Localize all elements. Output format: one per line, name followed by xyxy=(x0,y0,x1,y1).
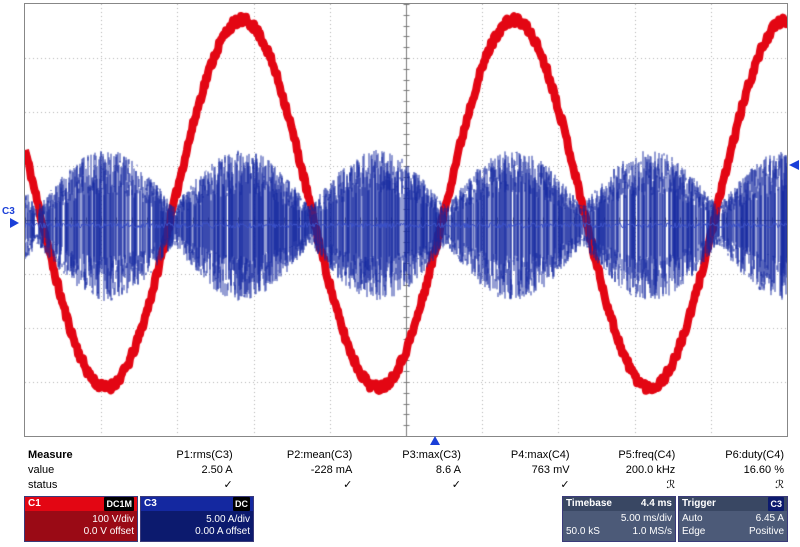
trigger-slope: Positive xyxy=(749,525,784,538)
measurement-panel: Measure P1:rms(C3) P2:mean(C3) P3:max(C3… xyxy=(24,447,788,492)
oscilloscope-plot xyxy=(24,3,788,437)
measure-status-p2: ✓ xyxy=(237,477,357,492)
measure-col-p5: P5:freq(C4) xyxy=(574,447,680,462)
channel3-offset: 0.00 A offset xyxy=(144,526,250,538)
channel3-box[interactable]: C3 DC 5.00 A/div 0.00 A offset xyxy=(140,496,254,542)
measure-col-p3: P3:max(C3) xyxy=(356,447,465,462)
channel3-scale: 5.00 A/div xyxy=(144,514,250,526)
timebase-box[interactable]: Timebase 4.4 ms 5.00 ms/div 50.0 kS 1.0 … xyxy=(562,496,676,542)
channel3-axis-label: C3 xyxy=(2,206,15,217)
measure-col-p2: P2:mean(C3) xyxy=(237,447,357,462)
measure-col-p6: P6:duty(C4) xyxy=(679,447,788,462)
trigger-mode: Auto xyxy=(682,512,703,525)
measure-col-p1: P1:rms(C3) xyxy=(132,447,237,462)
trigger-time-marker xyxy=(430,436,440,445)
measure-heading: Measure xyxy=(28,449,73,461)
timebase-title: Timebase xyxy=(566,497,612,511)
timebase-sample-rate: 1.0 MS/s xyxy=(633,525,672,538)
timebase-samples: 50.0 kS xyxy=(566,525,600,538)
measure-row-status-label: status xyxy=(24,477,132,492)
channel3-label: C3 xyxy=(144,497,157,511)
measure-status-p4: ✓ xyxy=(465,477,574,492)
measurement-header-row: Measure P1:rms(C3) P2:mean(C3) P3:max(C3… xyxy=(24,447,788,462)
measure-val-p2: -228 mA xyxy=(237,462,357,477)
timebase-delay: 4.4 ms xyxy=(641,497,672,511)
measure-val-p1: 2.50 A xyxy=(132,462,237,477)
channel3-coupling-badge: DC xyxy=(233,497,250,511)
measure-status-p5: ℛ xyxy=(574,477,680,492)
trigger-box[interactable]: Trigger C3 Auto 6.45 A Edge Positive xyxy=(678,496,788,542)
measure-col-p4: P4:max(C4) xyxy=(465,447,574,462)
trigger-level: 6.45 A xyxy=(756,512,784,525)
trigger-title: Trigger xyxy=(682,497,716,511)
channel1-offset: 0.0 V offset xyxy=(28,526,134,538)
measure-val-p5: 200.0 kHz xyxy=(574,462,680,477)
measure-val-p3: 8.6 A xyxy=(356,462,465,477)
channel3-zero-marker xyxy=(10,218,19,228)
channel1-scale: 100 V/div xyxy=(28,514,134,526)
timebase-scale: 5.00 ms/div xyxy=(621,512,672,525)
measure-val-p4: 763 mV xyxy=(465,462,574,477)
trigger-level-marker xyxy=(789,160,799,170)
measure-status-p1: ✓ xyxy=(132,477,237,492)
channel1-box[interactable]: C1 DC1M 100 V/div 0.0 V offset xyxy=(24,496,138,542)
measure-val-p6: 16.60 % xyxy=(679,462,788,477)
trigger-source-badge: C3 xyxy=(768,497,784,511)
measure-row-value-label: value xyxy=(24,462,132,477)
trigger-type: Edge xyxy=(682,525,705,538)
measure-status-p6: ℛ xyxy=(679,477,788,492)
measure-status-p3: ✓ xyxy=(356,477,465,492)
measurement-value-row: value 2.50 A -228 mA 8.6 A 763 mV 200.0 … xyxy=(24,462,788,477)
channel1-coupling-badge: DC1M xyxy=(104,497,134,511)
measurement-status-row: status ✓ ✓ ✓ ✓ ℛ ℛ xyxy=(24,477,788,492)
channel1-label: C1 xyxy=(28,497,41,511)
